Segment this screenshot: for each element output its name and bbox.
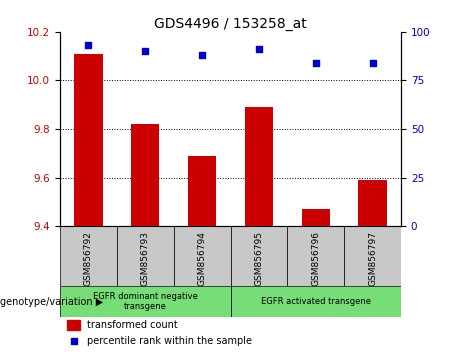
Point: [85, 42, 92, 48]
Text: EGFR dominant negative
transgene: EGFR dominant negative transgene: [93, 292, 198, 311]
Text: GSM856797: GSM856797: [368, 231, 377, 286]
Text: GSM856796: GSM856796: [311, 231, 320, 286]
Bar: [60, 226, 117, 286]
Bar: [67, 320, 80, 330]
Point: [312, 60, 319, 66]
Bar: [344, 226, 401, 286]
Bar: [60, 286, 230, 317]
Bar: [230, 226, 287, 286]
Bar: [74, 54, 102, 226]
Text: GSM856793: GSM856793: [141, 231, 150, 286]
Bar: [245, 107, 273, 226]
Point: [369, 60, 376, 66]
Text: GSM856794: GSM856794: [198, 231, 207, 286]
Bar: [174, 226, 230, 286]
Bar: [188, 156, 216, 226]
Text: GSM856795: GSM856795: [254, 231, 263, 286]
Text: transformed count: transformed count: [87, 320, 178, 330]
Text: EGFR activated transgene: EGFR activated transgene: [261, 297, 371, 306]
Bar: [230, 286, 401, 317]
Bar: [358, 180, 387, 226]
Text: GSM856792: GSM856792: [84, 231, 93, 286]
Point: [198, 52, 206, 58]
Point: [255, 46, 263, 52]
Bar: [301, 209, 330, 226]
Bar: [117, 226, 174, 286]
Point: [70, 338, 77, 344]
Point: [142, 48, 149, 54]
Text: genotype/variation ▶: genotype/variation ▶: [0, 297, 103, 307]
Title: GDS4496 / 153258_at: GDS4496 / 153258_at: [154, 17, 307, 31]
Bar: [287, 226, 344, 286]
Text: percentile rank within the sample: percentile rank within the sample: [87, 336, 252, 346]
Bar: [131, 124, 160, 226]
